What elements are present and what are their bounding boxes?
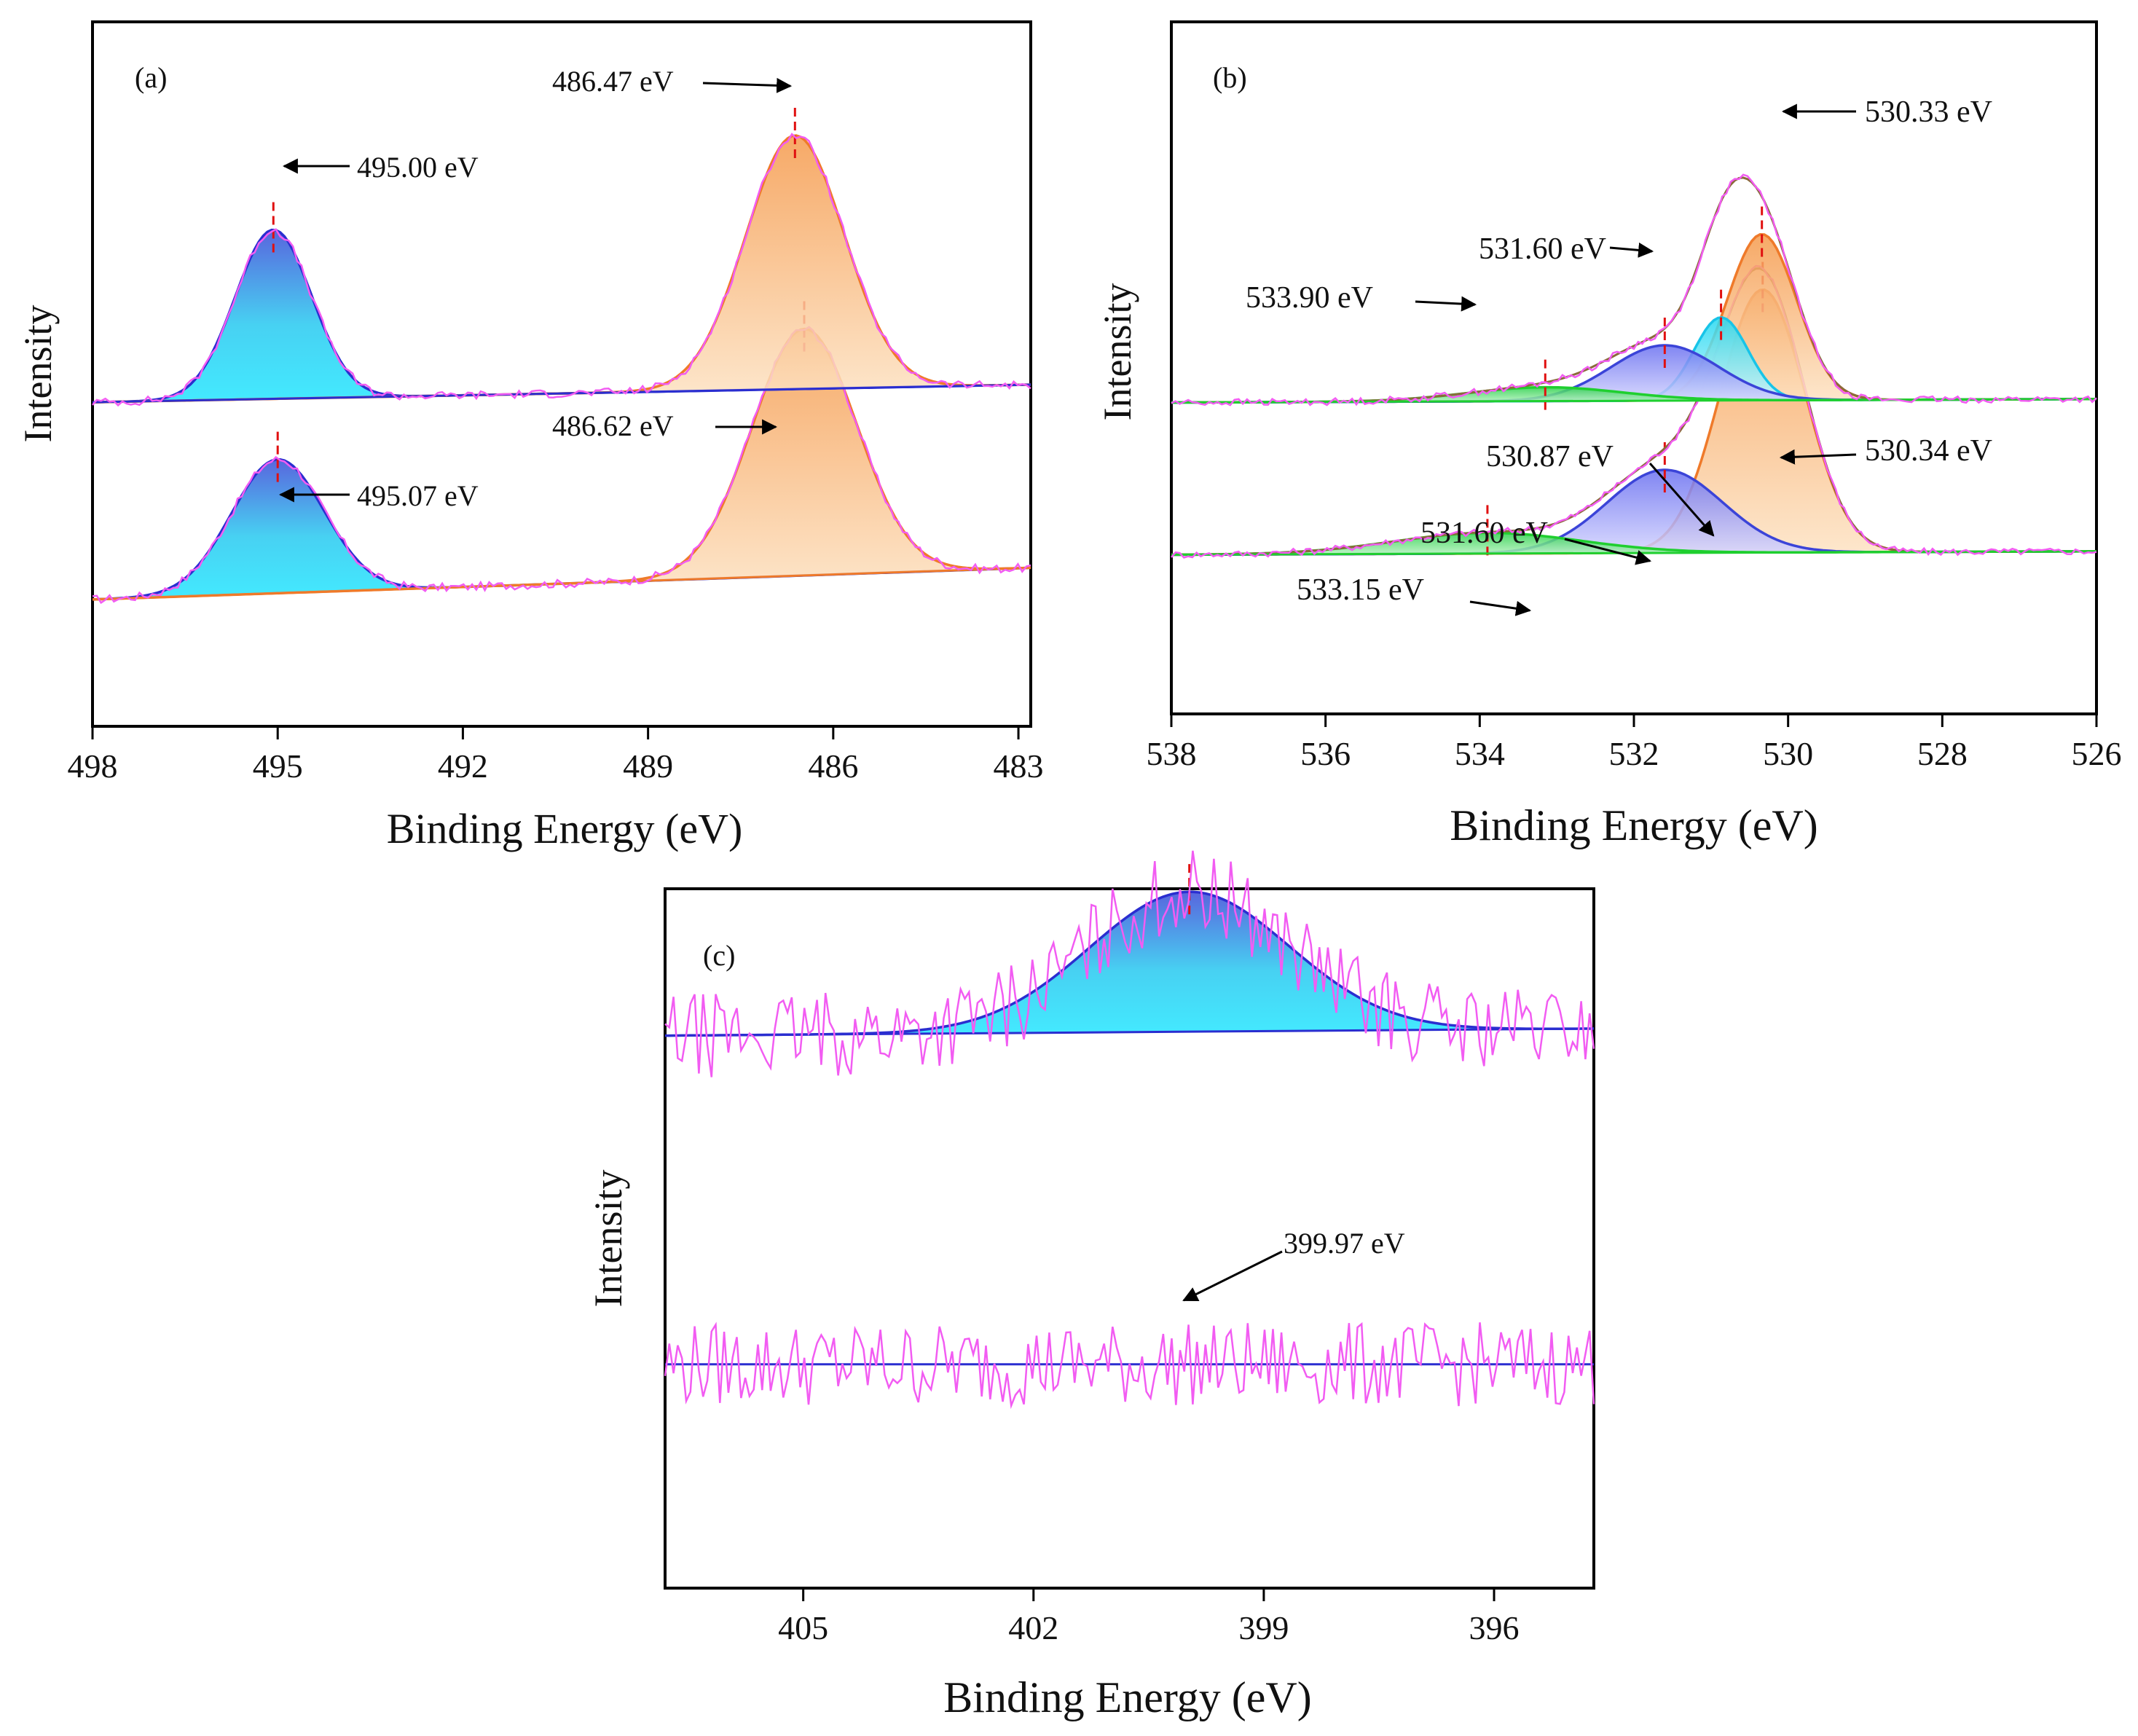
panel-a-annotations: 486.47 eV 495.00 eV 486.62 eV 495.07 eV [278,65,793,512]
peak-fill [93,459,1031,600]
annotation-arrow [1469,600,1532,616]
panel-c-x-axis: 405 402 399 396 [778,1588,1520,1646]
panel-c: (c) Intensity Binding Energy (eV) 405 402… [586,850,1595,1721]
annotation-533-90: 533.90 eV [1246,281,1373,315]
x-tick-label: 486 [808,747,858,785]
x-tick-label: 538 [1147,735,1197,772]
panel-a-x-axis: 498 495 492 489 486 483 [68,726,1044,785]
panel-c-frame [664,887,1595,1590]
panel-b: (b) Intensity Binding Energy (eV) 538 536… [1096,20,2122,849]
x-tick-label: 526 [2072,735,2122,772]
annotation-arrow [1609,242,1654,258]
annotation-531-60-lower: 531.60 eV [1420,517,1548,550]
annotation-533-15: 533.15 eV [1297,573,1424,607]
panel-a-xlabel: Binding Energy (eV) [387,805,743,852]
panel-c-annotations: 399.97 eV [1182,1227,1405,1302]
panel-c-label: (c) [703,939,735,972]
annotation-495-07: 495.07 eV [357,479,479,512]
x-tick-label: 534 [1455,735,1505,772]
peak-fill [93,135,1031,403]
x-tick-label: 405 [778,1609,828,1646]
raw-spectrum [1171,173,2097,406]
x-tick-label: 498 [68,747,118,785]
panel-a-ylabel: Intensity [16,305,60,443]
annotation-arrow [1415,296,1477,312]
x-tick-label: 492 [438,747,488,785]
annotation-arrow [702,77,793,93]
annotation-arrow [1779,449,1857,465]
raw-spectrum [92,326,1031,605]
x-tick-label: 495 [253,747,303,785]
peak-fill [1171,470,2096,555]
x-tick-label: 402 [1008,1609,1058,1646]
annotation-530-33: 530.33 eV [1865,95,1992,129]
panel-c-ylabel: Intensity [586,1170,630,1308]
panel-b-ylabel: Intensity [1096,283,1139,421]
annotation-arrow [1564,538,1652,565]
x-tick-label: 528 [1917,735,1968,772]
annotation-486-47: 486.47 eV [552,65,674,98]
raw-spectrum [664,1321,1595,1410]
annotation-399-97: 399.97 eV [1284,1227,1405,1260]
baseline [92,383,1031,404]
annotation-arrow [1182,1250,1283,1302]
raw-spectrum [1171,264,2097,559]
annotation-530-87: 530.87 eV [1486,440,1614,474]
x-tick-label: 483 [994,747,1044,785]
raw-spectrum [664,850,1595,1077]
peak-fill [1171,533,2096,555]
peak-fill [93,229,1031,403]
annotation-531-60-upper: 531.60 eV [1479,232,1606,266]
panel-b-xlabel: Binding Energy (eV) [1450,801,1817,849]
peak-fill [1171,345,2096,403]
panel-a-plot [91,20,1032,728]
baseline [1171,550,2097,556]
panel-a: (a) Intensity Binding Energy (eV) 498 495… [16,20,1044,852]
annotation-486-62: 486.62 eV [552,409,674,442]
x-tick-label: 489 [623,747,673,785]
panel-c-plot [664,850,1595,1590]
panel-a-label: (a) [135,61,167,94]
annotation-arrow [1648,463,1715,537]
x-tick-label: 399 [1238,1609,1289,1646]
panel-b-annotations: 530.33 eV 531.60 eV 533.90 eV 530.34 eV … [1246,95,1992,616]
panel-c-xlabel: Binding Energy (eV) [943,1673,1311,1721]
panel-a-frame [91,20,1032,728]
x-tick-label: 396 [1469,1609,1520,1646]
raw-spectrum [92,133,1031,407]
annotation-530-34: 530.34 eV [1865,434,1992,468]
panel-b-label: (b) [1213,61,1247,94]
panel-b-plot [1170,20,2098,715]
x-tick-label: 530 [1763,735,1813,772]
panel-b-x-axis: 538 536 534 532 530 528 526 [1147,714,2122,772]
peak-fill [93,329,1031,600]
annotation-495-00: 495.00 eV [357,151,479,184]
x-tick-label: 532 [1609,735,1659,772]
x-tick-label: 536 [1300,735,1351,772]
